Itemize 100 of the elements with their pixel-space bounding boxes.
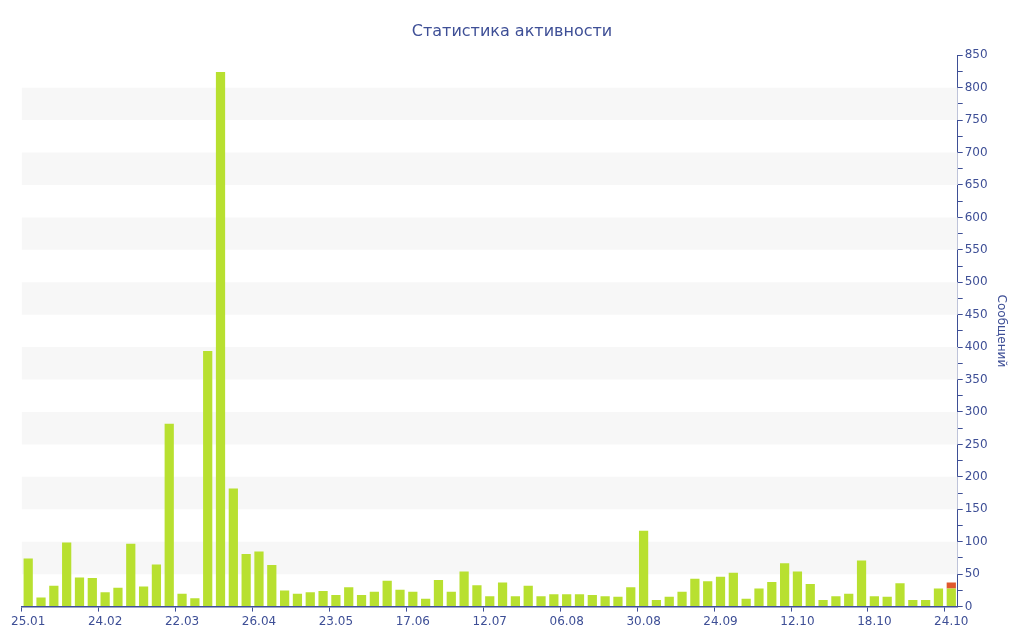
bar — [536, 596, 546, 607]
bar — [728, 572, 738, 607]
x-tick-label: 12.07 — [472, 613, 507, 628]
bar — [87, 578, 97, 607]
bar — [626, 587, 636, 607]
x-tick-label: 12.10 — [780, 613, 815, 628]
bar — [280, 590, 290, 607]
y-tick-label: 250 — [964, 436, 988, 451]
bar — [946, 588, 956, 607]
bar — [254, 551, 264, 607]
y-tick-label: 350 — [964, 371, 988, 386]
bar — [844, 593, 854, 607]
bar — [818, 600, 828, 607]
bar — [549, 594, 559, 607]
bar — [421, 598, 431, 607]
bar — [741, 598, 751, 607]
bar — [395, 589, 405, 607]
bar — [100, 592, 110, 607]
bar — [523, 585, 533, 607]
bar — [305, 592, 315, 607]
y-tick-label: 650 — [964, 177, 988, 192]
bar — [138, 586, 149, 607]
bar — [600, 596, 610, 607]
x-tick-label: 06.08 — [549, 613, 584, 628]
bar — [292, 593, 303, 607]
y-tick-label: 300 — [964, 404, 988, 419]
bar — [754, 588, 764, 607]
bar — [805, 583, 815, 607]
bar — [921, 600, 931, 607]
bar — [459, 571, 469, 607]
x-tick-label: 24.09 — [703, 613, 738, 628]
bar — [369, 591, 379, 607]
bar — [690, 578, 700, 607]
bar — [715, 576, 726, 607]
bar — [780, 563, 790, 607]
y-tick-label: 400 — [964, 339, 988, 354]
x-tick-label: 17.06 — [395, 613, 430, 628]
x-tick-label: 23.05 — [318, 613, 354, 628]
x-tick-label: 26.04 — [241, 613, 277, 628]
y-tick-label: 550 — [964, 241, 988, 256]
bar — [703, 581, 713, 607]
bar — [23, 558, 33, 607]
bar — [446, 591, 456, 607]
bar — [215, 72, 226, 607]
x-tick-label: 24.02 — [87, 613, 123, 628]
bar — [267, 565, 277, 607]
x-tick-label: 18.10 — [857, 613, 892, 628]
bar — [485, 596, 495, 607]
bar — [151, 564, 162, 607]
bar — [882, 596, 892, 607]
bar — [113, 587, 123, 607]
bar — [190, 598, 200, 607]
bar — [62, 542, 72, 607]
bar — [792, 571, 803, 607]
bar — [664, 596, 674, 607]
bar — [638, 530, 649, 607]
bar — [574, 594, 585, 607]
bar — [613, 596, 623, 607]
bar — [562, 594, 572, 607]
x-tick-label: 30.08 — [626, 613, 661, 628]
bar — [895, 583, 905, 607]
bar — [510, 596, 520, 607]
bar — [869, 596, 879, 607]
bar — [344, 587, 354, 607]
bar — [908, 600, 918, 607]
bar — [408, 591, 418, 607]
bar — [497, 582, 508, 607]
bar — [318, 591, 328, 607]
x-tick-label: 24.10 — [934, 613, 969, 628]
y-tick-label: 50 — [964, 566, 980, 581]
bar — [382, 580, 392, 607]
bar — [74, 577, 85, 607]
bar — [472, 585, 482, 607]
bar — [356, 594, 367, 607]
bar — [203, 351, 213, 607]
bar — [331, 594, 341, 607]
bar — [587, 594, 597, 607]
x-tick-label: 25.01 — [11, 613, 46, 628]
x-tick-label: 22.03 — [164, 613, 200, 628]
y-tick-label: 600 — [964, 209, 988, 224]
bar — [126, 543, 136, 607]
y-tick-label: 750 — [964, 112, 988, 127]
bar — [677, 591, 687, 607]
y-tick-label: 100 — [964, 533, 988, 548]
y-tick-label: 700 — [964, 144, 988, 159]
bar — [49, 585, 59, 607]
bar — [856, 560, 867, 607]
chart-title: Статистика активности — [411, 20, 613, 40]
bar — [933, 588, 944, 607]
bar — [433, 580, 444, 607]
y-tick-label: 150 — [964, 501, 988, 516]
y-tick-label: 200 — [964, 468, 988, 483]
y-tick-label: 450 — [964, 306, 988, 321]
bar — [831, 596, 841, 607]
bar — [228, 488, 238, 607]
bar — [241, 554, 251, 607]
y-tick-label: 850 — [964, 47, 988, 62]
bar — [164, 423, 174, 607]
bar — [177, 593, 187, 607]
bar — [36, 597, 46, 607]
